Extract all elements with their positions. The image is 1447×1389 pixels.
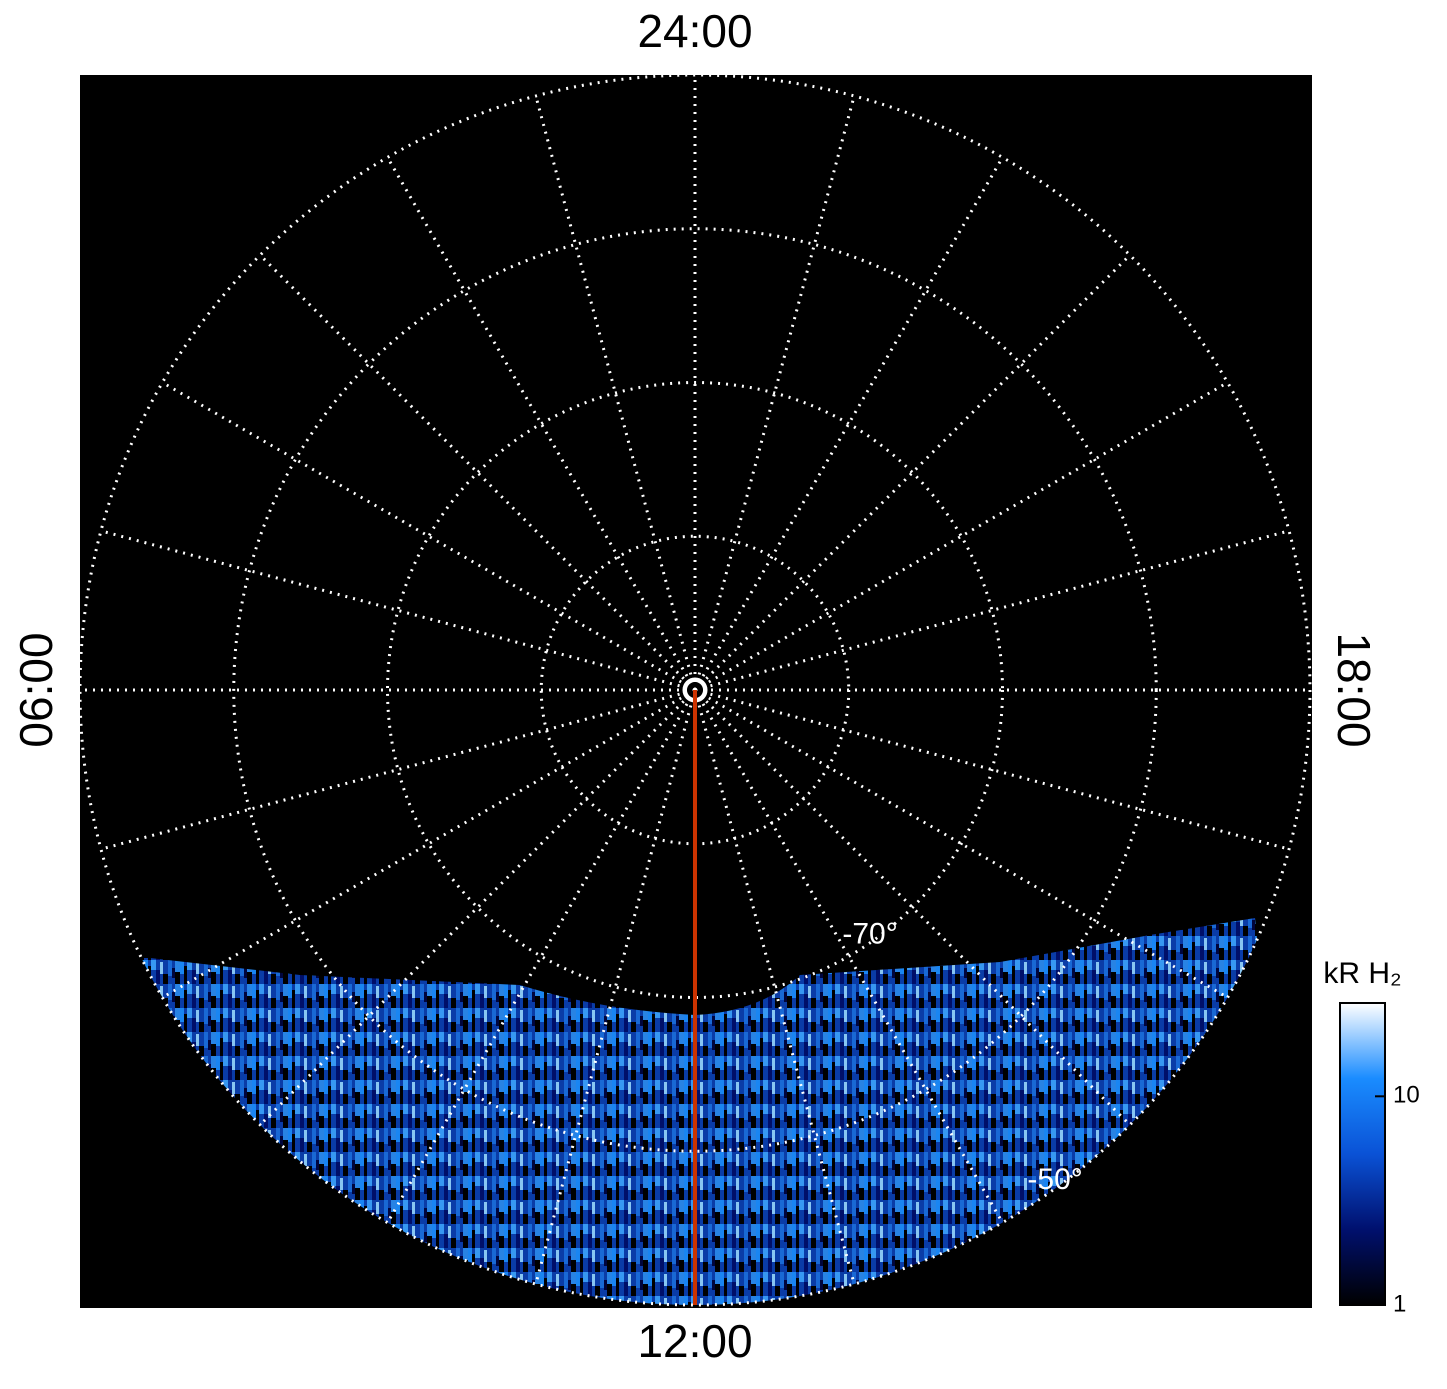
latitude-circle: [386, 381, 1004, 999]
hour-label: 06:00: [10, 632, 62, 747]
hour-spoke: [693, 689, 856, 1285]
latitude-circle: [78, 73, 1312, 1307]
hour-label: 12:00: [637, 1315, 752, 1367]
colorbar-tick-label: 1: [1393, 1290, 1406, 1317]
hour-spoke: [693, 689, 1004, 1224]
hour-spoke: [694, 381, 1229, 692]
hour-spoke: [386, 689, 697, 1224]
colorbar-title: kR H₂: [1323, 957, 1401, 990]
hour-spoke: [259, 254, 697, 692]
hour-spoke: [161, 381, 696, 692]
hour-spoke: [386, 156, 697, 691]
hour-spoke: [259, 688, 697, 1126]
hour-spoke: [694, 529, 1290, 692]
hour-spoke: [693, 95, 856, 691]
hour-spoke: [534, 95, 697, 691]
colorbar-tick-label: 10: [1393, 1082, 1420, 1109]
hour-spoke: [693, 254, 1131, 692]
overlay: 24:00 06:00 12:00 18:00 -70° -50° 1 10 kR H₂: [10, 5, 1420, 1367]
hour-spoke: [694, 688, 1290, 851]
latitude-label: -50°: [1027, 1163, 1082, 1196]
hour-spoke: [694, 688, 1229, 999]
hour-spoke: [534, 689, 697, 1285]
latitude-label: -70°: [842, 918, 897, 951]
hour-spoke: [693, 688, 1131, 1126]
hour-spoke: [693, 156, 1004, 691]
hour-label: 24:00: [637, 5, 752, 57]
hour-spoke: [100, 529, 696, 692]
colorbar: [1339, 1002, 1386, 1306]
hour-spoke: [161, 688, 696, 999]
latitude-circle: [232, 227, 1158, 1153]
hour-label: 18:00: [1328, 632, 1380, 747]
hour-spoke: [100, 688, 696, 851]
